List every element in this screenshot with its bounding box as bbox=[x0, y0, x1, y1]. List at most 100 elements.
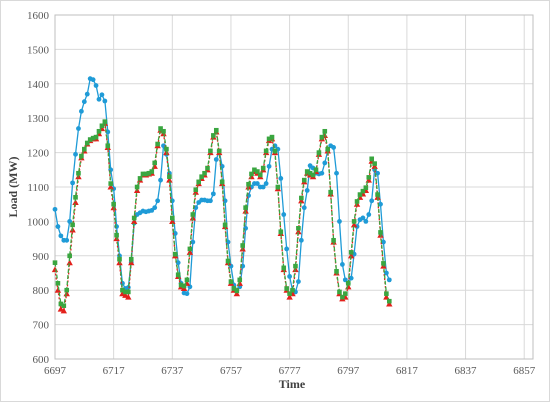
data-point bbox=[55, 281, 61, 286]
data-point bbox=[287, 274, 293, 279]
data-point bbox=[134, 184, 140, 190]
y-tick-label: 700 bbox=[33, 320, 50, 332]
y-tick-label: 1200 bbox=[27, 148, 50, 160]
data-point bbox=[234, 288, 240, 294]
data-point bbox=[384, 291, 389, 296]
data-point bbox=[347, 252, 355, 259]
data-point bbox=[84, 140, 90, 146]
data-point bbox=[196, 179, 201, 185]
data-point bbox=[252, 167, 257, 173]
data-point bbox=[169, 218, 176, 224]
data-point bbox=[99, 92, 105, 98]
data-point bbox=[351, 219, 357, 224]
data-point bbox=[278, 229, 284, 235]
x-axis-title: Time bbox=[279, 377, 306, 391]
x-tick-label: 6857 bbox=[513, 365, 536, 377]
data-point bbox=[175, 260, 181, 266]
data-point bbox=[260, 184, 266, 190]
data-point bbox=[343, 291, 348, 296]
data-point bbox=[378, 230, 383, 235]
data-point bbox=[140, 171, 146, 177]
data-point bbox=[322, 128, 328, 134]
data-point bbox=[64, 287, 70, 293]
y-axis: 600 700 800 900 1000 1100 1200 1300 1400 1500 1600 bbox=[27, 10, 50, 366]
data-point bbox=[255, 169, 260, 174]
data-point bbox=[301, 177, 307, 183]
data-point bbox=[298, 237, 304, 243]
data-point bbox=[178, 282, 184, 288]
data-point bbox=[286, 293, 293, 300]
data-point bbox=[295, 279, 301, 284]
y-tick-label: 1300 bbox=[27, 113, 50, 125]
data-point bbox=[304, 188, 310, 193]
data-point bbox=[322, 160, 328, 166]
data-point bbox=[337, 219, 342, 224]
data-point bbox=[386, 277, 392, 283]
data-point bbox=[161, 128, 166, 134]
data-point bbox=[90, 77, 96, 83]
data-point bbox=[120, 287, 125, 293]
x-tick-label: 6737 bbox=[161, 365, 184, 377]
data-point bbox=[158, 177, 163, 183]
data-point bbox=[96, 96, 102, 102]
data-point bbox=[202, 170, 207, 176]
data-point bbox=[331, 238, 336, 243]
data-point bbox=[70, 222, 75, 228]
data-point bbox=[158, 126, 163, 131]
data-point bbox=[371, 163, 378, 169]
data-point bbox=[337, 289, 342, 295]
data-point bbox=[383, 293, 390, 300]
plot-area bbox=[54, 14, 534, 360]
data-point bbox=[128, 256, 134, 262]
gridlines bbox=[54, 14, 533, 360]
data-point bbox=[295, 228, 302, 235]
data-point bbox=[131, 215, 137, 221]
data-point bbox=[350, 221, 358, 228]
data-point bbox=[240, 243, 245, 248]
data-point bbox=[190, 212, 196, 217]
data-point bbox=[378, 201, 383, 207]
y-tick-label: 800 bbox=[33, 285, 50, 297]
data-point bbox=[76, 170, 81, 176]
data-point bbox=[296, 225, 301, 231]
data-point bbox=[375, 170, 380, 176]
data-point bbox=[366, 212, 372, 217]
data-point bbox=[208, 148, 213, 154]
data-point bbox=[99, 123, 105, 129]
data-point bbox=[278, 176, 284, 181]
series-2 bbox=[51, 120, 393, 314]
data-point bbox=[114, 232, 119, 238]
data-point bbox=[348, 250, 354, 255]
data-point bbox=[76, 126, 81, 131]
data-point bbox=[310, 172, 316, 178]
series-layer bbox=[51, 76, 393, 314]
data-point bbox=[375, 192, 380, 197]
data-point bbox=[233, 290, 241, 297]
y-tick-label: 1000 bbox=[27, 216, 50, 228]
data-point bbox=[61, 303, 67, 308]
data-point bbox=[372, 161, 377, 166]
data-point bbox=[149, 169, 155, 174]
x-tick-label: 6777 bbox=[279, 365, 302, 377]
data-point bbox=[243, 205, 248, 210]
data-point bbox=[93, 134, 99, 140]
data-point bbox=[366, 175, 372, 180]
x-tick-label: 6717 bbox=[103, 365, 126, 377]
data-point bbox=[290, 287, 295, 293]
data-point bbox=[84, 91, 90, 97]
data-point bbox=[369, 156, 375, 162]
y-tick-label: 1500 bbox=[27, 44, 50, 56]
data-point bbox=[143, 171, 149, 177]
y-tick-label: 1600 bbox=[27, 10, 50, 22]
data-point bbox=[78, 108, 84, 114]
data-point bbox=[66, 259, 73, 266]
data-point bbox=[54, 287, 62, 293]
data-point bbox=[237, 277, 243, 283]
data-point bbox=[125, 293, 132, 300]
data-point bbox=[222, 222, 228, 228]
data-point bbox=[90, 135, 96, 141]
data-point bbox=[167, 174, 172, 179]
data-point bbox=[152, 205, 158, 211]
data-point bbox=[360, 215, 366, 221]
data-point bbox=[246, 181, 251, 187]
